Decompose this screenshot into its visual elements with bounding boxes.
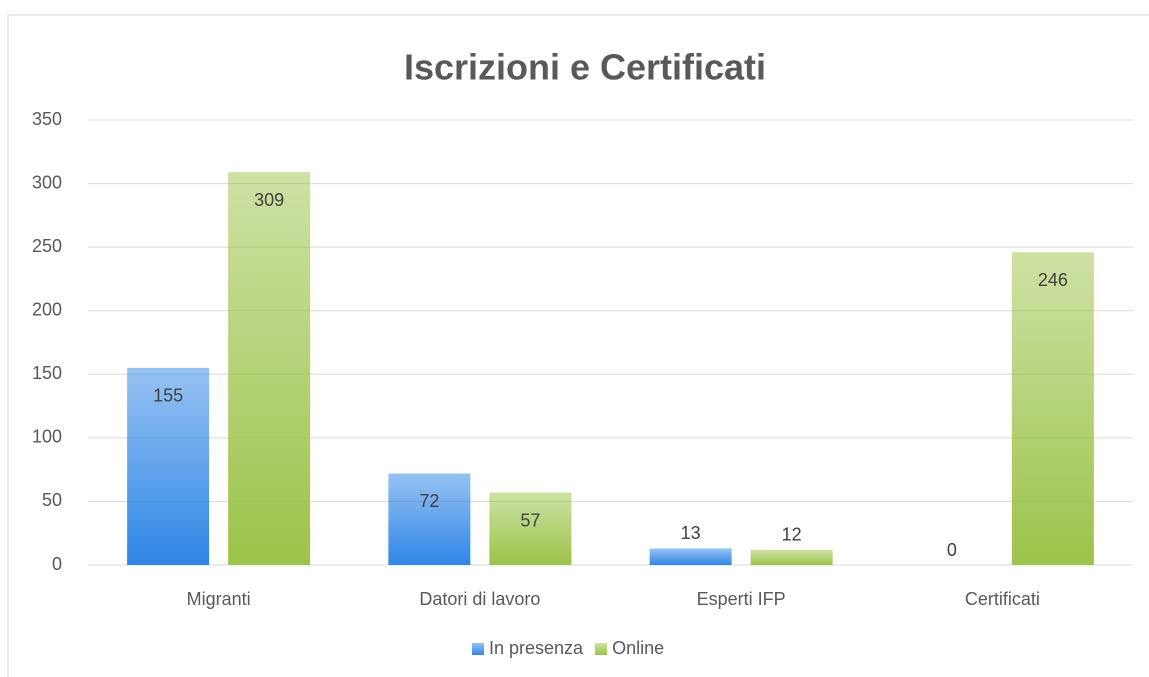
data-label: 57 bbox=[520, 510, 540, 530]
y-tick-label: 0 bbox=[52, 554, 62, 574]
data-label: 72 bbox=[419, 491, 439, 511]
data-label: 309 bbox=[254, 190, 284, 210]
data-label: 12 bbox=[782, 524, 802, 544]
data-label: 0 bbox=[947, 540, 957, 560]
x-tick-label: Certificati bbox=[965, 589, 1040, 609]
legend-label: In presenza bbox=[489, 638, 584, 658]
data-label: 155 bbox=[153, 386, 183, 406]
chart-title: Iscrizioni e Certificati bbox=[404, 47, 766, 88]
bar bbox=[750, 549, 833, 565]
bar bbox=[388, 473, 471, 565]
y-tick-label: 50 bbox=[42, 490, 62, 510]
bar bbox=[649, 548, 732, 565]
y-tick-label: 150 bbox=[32, 363, 62, 383]
y-tick-label: 350 bbox=[32, 109, 62, 129]
y-tick-label: 100 bbox=[32, 427, 62, 447]
bar bbox=[127, 367, 210, 565]
y-tick-label: 250 bbox=[32, 236, 62, 256]
bar bbox=[489, 492, 572, 565]
x-tick-label: Esperti IFP bbox=[697, 589, 786, 609]
y-tick-label: 300 bbox=[32, 172, 62, 192]
y-tick-label: 200 bbox=[32, 299, 62, 319]
data-label: 13 bbox=[681, 523, 701, 543]
data-label: 246 bbox=[1038, 270, 1068, 290]
chart-border bbox=[7, 14, 1149, 677]
x-tick-label: Datori di lavoro bbox=[419, 589, 540, 609]
bar bbox=[228, 172, 311, 565]
legend-swatch bbox=[595, 643, 608, 655]
x-tick-label: Migranti bbox=[187, 589, 251, 609]
legend-label: Online bbox=[612, 638, 664, 658]
legend-swatch bbox=[472, 643, 484, 655]
bar bbox=[1011, 252, 1094, 565]
